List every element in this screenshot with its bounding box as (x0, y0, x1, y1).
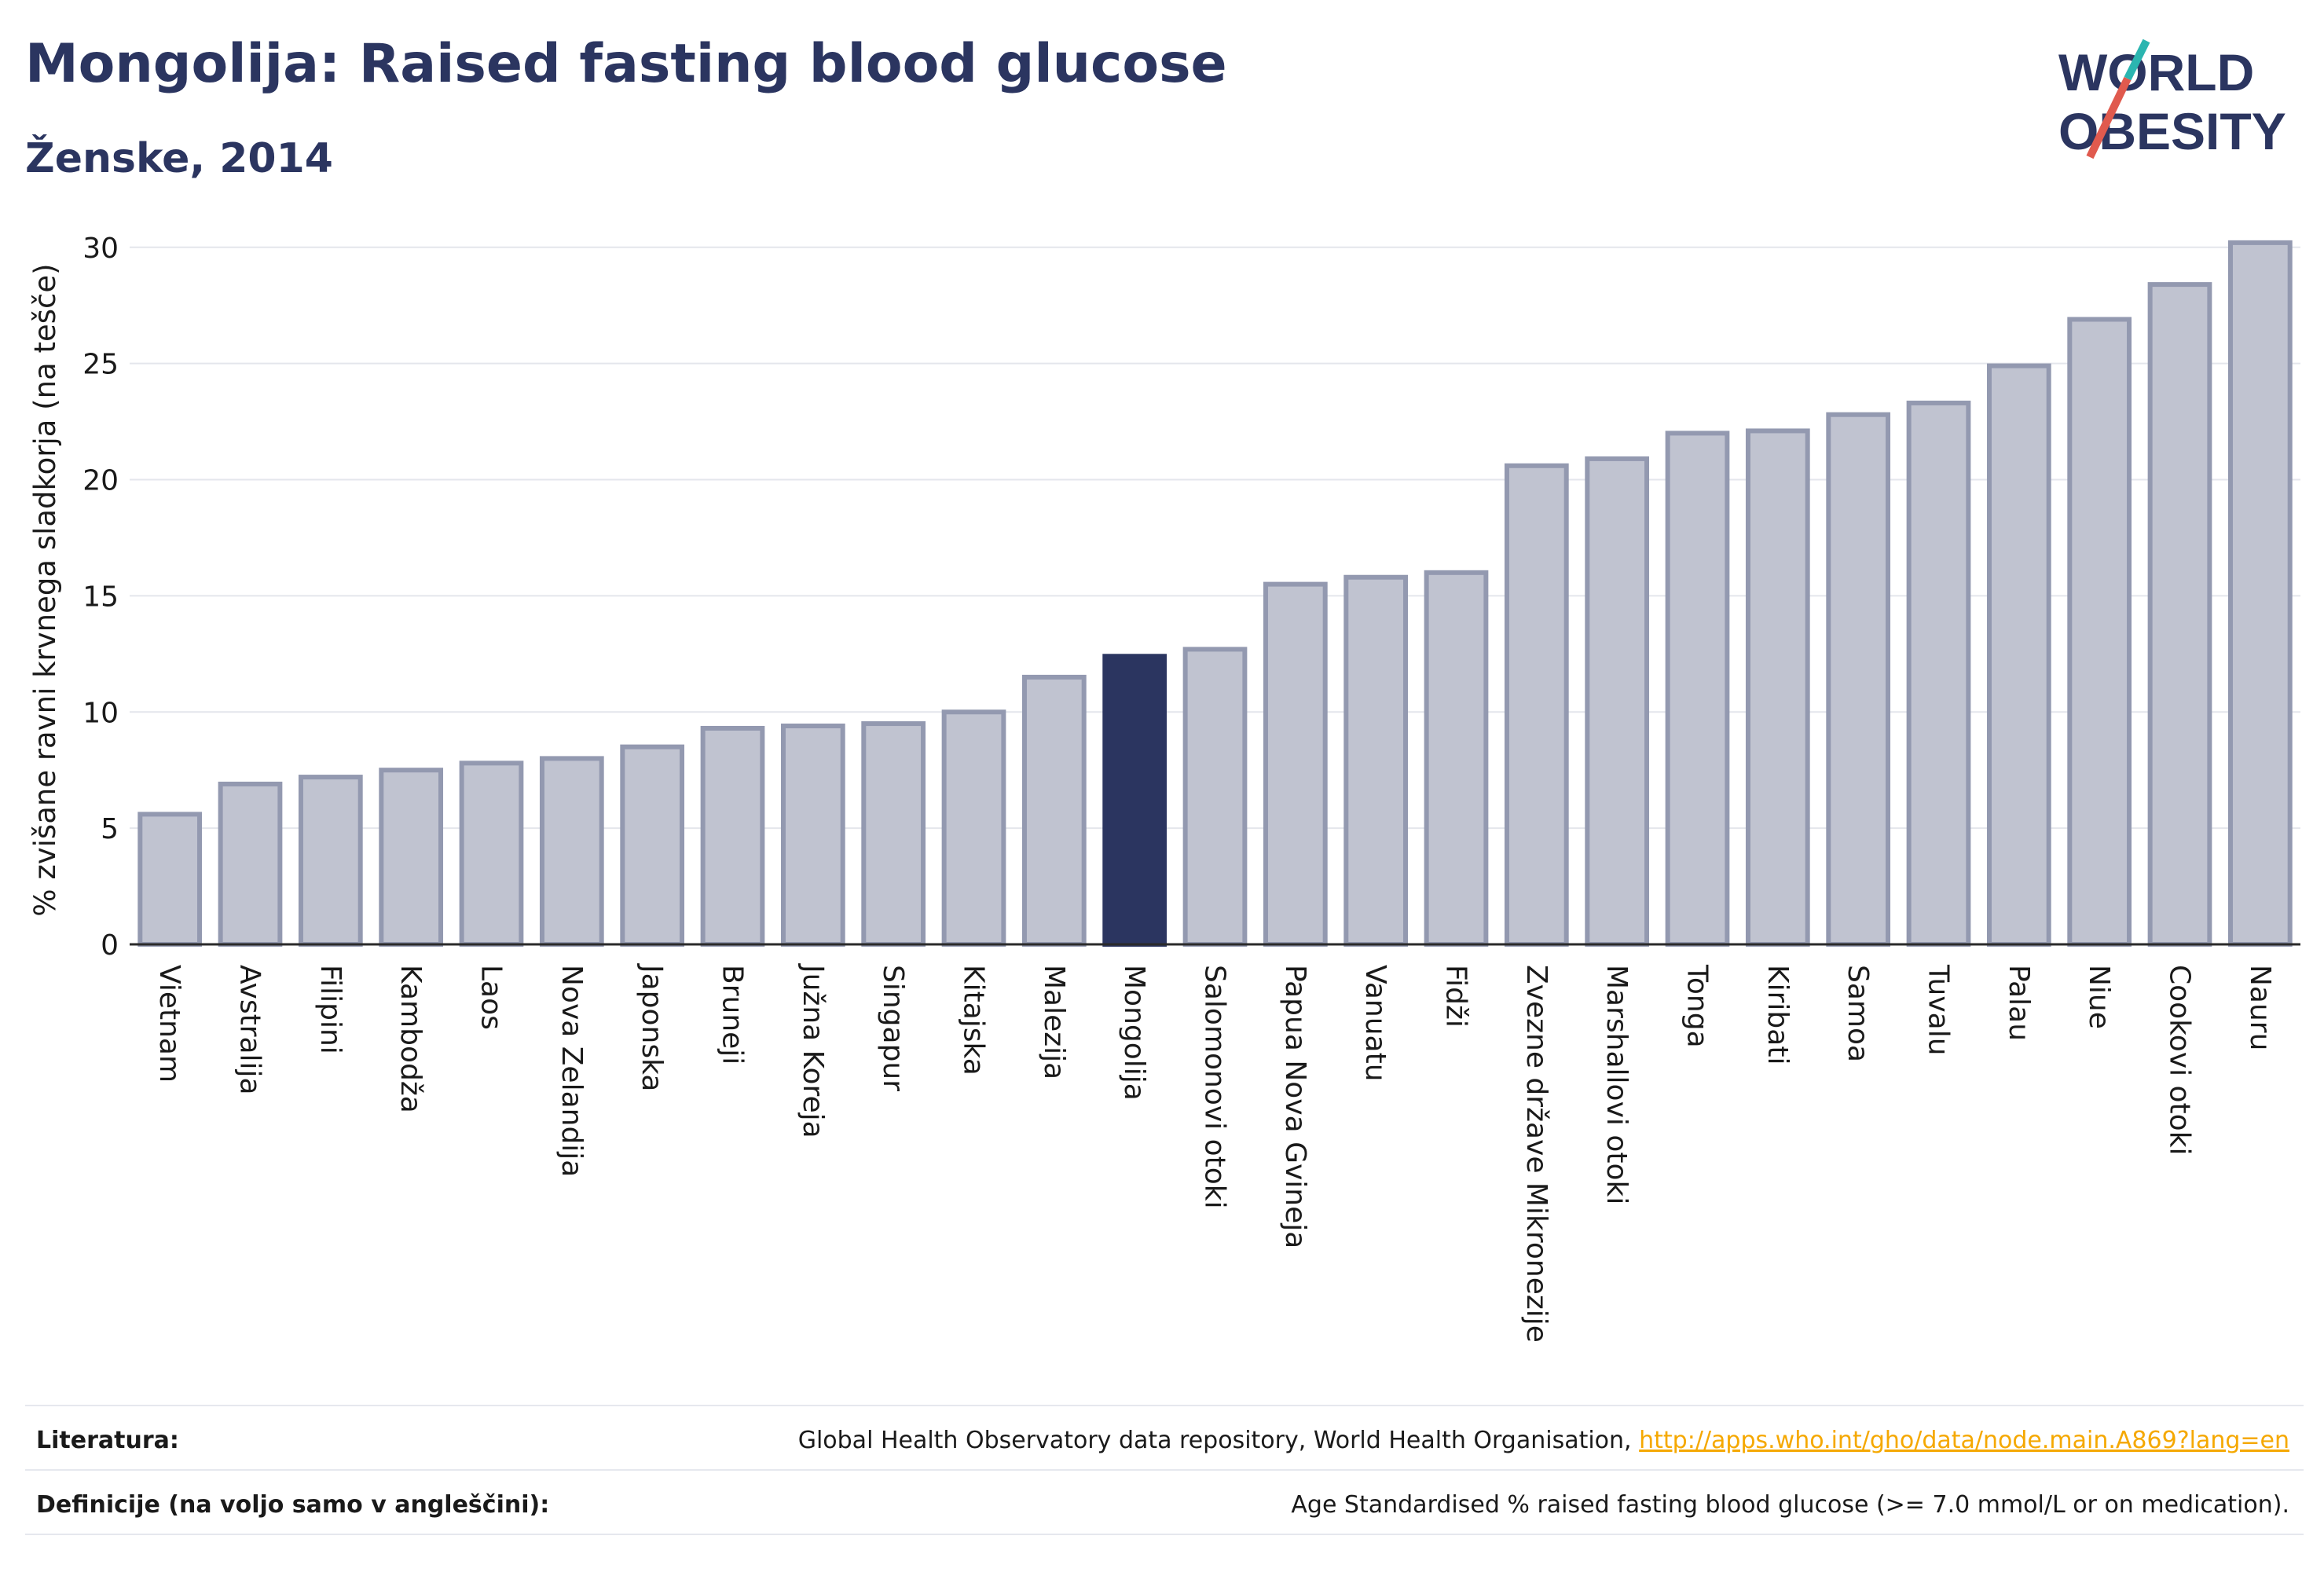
logo-slash-red (2086, 76, 2132, 159)
bar (780, 724, 845, 947)
bar (459, 761, 524, 947)
x-tick-label: Vanuatu (1359, 965, 1391, 1082)
x-tick-label: Marshallovi otoki (1600, 965, 1633, 1204)
x-tick-label: Samoa (1842, 965, 1874, 1062)
chart-subtitle: Ženske, 2014 (25, 135, 333, 182)
x-tick-label: Tonga (1681, 964, 1714, 1048)
bar (941, 709, 1006, 947)
bar (1102, 654, 1167, 947)
bar (379, 768, 444, 947)
x-tick-label: Vietnam (153, 965, 185, 1083)
y-tick-label: 15 (82, 581, 119, 613)
literatura-source: Global Health Observatory data repositor… (798, 1427, 2289, 1454)
footer-divider-middle (25, 1469, 2304, 1471)
bar (620, 744, 685, 947)
bar (1263, 581, 1328, 947)
bar (1826, 412, 1891, 947)
bar (1021, 674, 1087, 947)
x-tick-label: Cookovi otoki (2164, 965, 2196, 1156)
chart-title: Mongolija: Raised fasting blood glucose (25, 33, 1227, 95)
literatura-link[interactable]: http://apps.who.int/gho/data/node.main.A… (1639, 1427, 2289, 1454)
footer-divider-bottom (25, 1534, 2304, 1535)
logo-slash-teal (2124, 38, 2150, 81)
x-tick-label: Singapur (877, 965, 909, 1091)
bar (2227, 240, 2293, 947)
x-tick-label: Palau (2003, 965, 2035, 1041)
x-tick-label: Tuvalu (1923, 964, 1955, 1056)
x-tick-label: Filipini (314, 965, 346, 1054)
bar (298, 775, 363, 947)
x-tick-label: Salomonovi otoki (1199, 965, 1231, 1209)
y-tick-label: 10 (82, 697, 119, 729)
y-axis-label: % zvišane ravni krvnega sladkorja (na te… (28, 263, 62, 916)
x-tick-label: Malezija (1038, 965, 1070, 1079)
bar (700, 725, 765, 947)
bar (2067, 317, 2132, 947)
x-tick-label: Nova Zelandija (555, 965, 588, 1177)
bar (1745, 428, 1810, 947)
bar (1585, 456, 1650, 947)
literatura-text: Global Health Observatory data repositor… (797, 1427, 1632, 1454)
logo-line1: WORLD (2058, 43, 2254, 101)
y-tick-label: 20 (82, 465, 119, 497)
bar (218, 781, 283, 947)
x-tick-label: Zvezne države Mikronezije (1520, 965, 1552, 1343)
literatura-label: Literatura: (36, 1427, 179, 1454)
x-tick-label: Nauru (2244, 965, 2276, 1050)
x-tick-label: Fidži (1440, 965, 1472, 1028)
bar (2147, 282, 2212, 947)
y-tick-label: 30 (82, 233, 119, 265)
x-tick-label: Avstralija (234, 965, 266, 1095)
y-tick-label: 25 (82, 349, 119, 381)
world-obesity-logo: WORLD OBESITY (2058, 38, 2286, 160)
bar (1182, 647, 1248, 947)
bar (137, 812, 203, 947)
x-tick-label: Kitajska (958, 965, 990, 1076)
y-tick-label: 0 (101, 929, 119, 962)
definicije-label: Definicije (na voljo samo v angleščini): (36, 1491, 550, 1519)
x-tick-label: Kambodža (394, 965, 427, 1113)
bar (539, 756, 604, 947)
bar (1986, 363, 2051, 947)
x-tick-label: Kiribati (1761, 965, 1794, 1065)
definicije-text: Age Standardised % raised fasting blood … (1291, 1491, 2289, 1519)
bar (861, 721, 926, 947)
bar (1343, 574, 1409, 947)
x-tick-label: Papua Nova Gvineja (1279, 965, 1311, 1248)
bar (1424, 570, 1489, 947)
x-tick-label: Laos (475, 965, 508, 1030)
y-tick-label: 5 (101, 813, 119, 845)
x-tick-label: Brunejі (717, 965, 749, 1065)
footer-divider-top (25, 1405, 2304, 1406)
x-tick-label: Mongolija (1118, 965, 1150, 1101)
bar (1906, 400, 1971, 947)
bar (1665, 431, 1730, 947)
x-tick-label: Japonska (636, 963, 668, 1091)
bar-chart: 0 5 10 15 20 25 30 % zvišane ravni krvnega slad… (28, 233, 2300, 1343)
x-tick-label: Južna Koreja (797, 963, 829, 1138)
bar (1504, 463, 1569, 947)
x-tick-label: Niue (2083, 965, 2115, 1029)
